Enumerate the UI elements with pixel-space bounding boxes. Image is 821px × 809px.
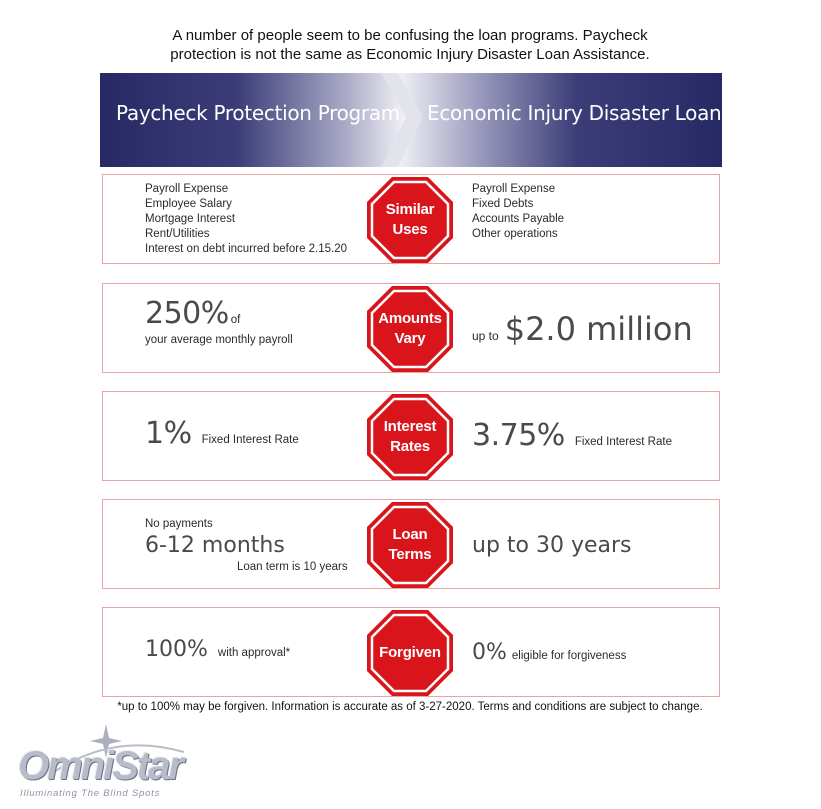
stop-sign-icon: Similar Uses xyxy=(366,176,454,264)
footnote: *up to 100% may be forgiven. Information… xyxy=(117,701,703,713)
ppp-deferral: 6-12 months xyxy=(145,533,285,558)
sign-label-loan-terms: Loan Terms xyxy=(388,526,432,563)
sign-label-forgiven: Forgiven xyxy=(379,644,441,661)
eidl-forgiveness: 0% eligible for forgiveness xyxy=(472,640,626,665)
list-item: Fixed Debts xyxy=(472,198,534,210)
ppp-forgiveness: 100% with approval* xyxy=(145,637,290,662)
logo-tagline: Illuminating The Blind Spots xyxy=(20,788,161,799)
eidl-forgiveness-value: 0% xyxy=(472,640,507,665)
list-item: Payroll Expense xyxy=(472,183,556,195)
sign-label-interest-rates: Interest Rates xyxy=(383,418,437,455)
intro-line-2: protection is not the same as Economic I… xyxy=(170,46,650,63)
eidl-forgiveness-label: eligible for forgiveness xyxy=(511,650,627,662)
eidl-rate: 3.75% Fixed Interest Rate xyxy=(472,418,672,453)
eidl-amount-prefix: up to xyxy=(472,329,499,343)
ppp-amount-of: of xyxy=(230,314,241,326)
stop-sign-icon: Interest Rates xyxy=(366,393,454,481)
ppp-forgiveness-value: 100% xyxy=(145,637,208,662)
sign-label-similar-uses: Similar Uses xyxy=(385,201,435,238)
banner-eidl-title: Economic Injury Disaster Loan xyxy=(427,101,722,125)
ppp-amount: 250% of xyxy=(145,296,240,331)
comparison-banner: Paycheck Protection Program Economic Inj… xyxy=(100,73,722,169)
eidl-amount: up to $2.0 million xyxy=(472,310,693,348)
banner-shape xyxy=(100,73,722,167)
list-item: Payroll Expense xyxy=(145,183,229,195)
ppp-rate: 1% Fixed Interest Rate xyxy=(145,416,299,451)
ppp-forgiveness-label: with approval* xyxy=(217,647,291,659)
list-item: Other operations xyxy=(472,228,558,240)
ppp-amount-basis: your average monthly payroll xyxy=(145,334,293,346)
intro-line-1: A number of people seem to be confusing … xyxy=(172,27,648,44)
ppp-amount-value: 250% xyxy=(145,296,229,331)
stop-sign-icon: Forgiven xyxy=(366,609,454,697)
eidl-rate-label: Fixed Interest Rate xyxy=(574,436,672,448)
eidl-loan-term: up to 30 years xyxy=(472,533,632,558)
eidl-amount-value: $2.0 million xyxy=(504,310,693,348)
ppp-rate-value: 1% xyxy=(145,416,192,451)
ppp-no-payments: No payments xyxy=(145,518,213,530)
stop-sign-icon: Loan Terms xyxy=(366,501,454,589)
logo-wordmark: OmniStar xyxy=(18,744,184,788)
list-item: Accounts Payable xyxy=(472,213,565,225)
list-item: Interest on debt incurred before 2.15.20 xyxy=(145,243,348,255)
ppp-loan-term: Loan term is 10 years xyxy=(237,561,348,573)
eidl-rate-value: 3.75% xyxy=(472,418,565,453)
stop-sign-icon: Amounts Vary xyxy=(366,285,454,373)
eidl-uses-list: Payroll Expense Fixed Debts Accounts Pay… xyxy=(472,182,564,242)
ppp-uses-list: Payroll Expense Employee Salary Mortgage… xyxy=(145,182,347,257)
intro-text: A number of people seem to be confusing … xyxy=(60,26,760,64)
omnistar-logo: OmniStar Illuminating The Blind Spots xyxy=(14,722,194,802)
list-item: Rent/Utilities xyxy=(145,228,210,240)
star-icon xyxy=(53,724,185,773)
ppp-rate-label: Fixed Interest Rate xyxy=(201,434,299,446)
banner-ppp-title: Paycheck Protection Program xyxy=(116,101,400,125)
list-item: Employee Salary xyxy=(145,198,232,210)
list-item: Mortgage Interest xyxy=(145,213,236,225)
sign-label-amounts-vary: Amounts Vary xyxy=(378,310,442,347)
